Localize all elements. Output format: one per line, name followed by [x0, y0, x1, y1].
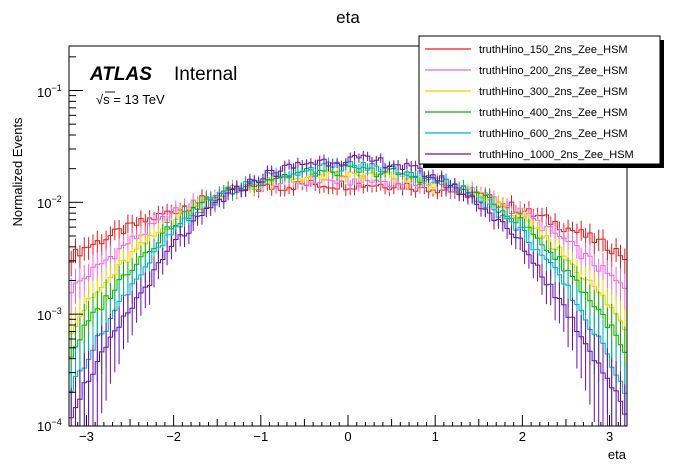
- series-line: [69, 180, 627, 263]
- legend-entry: truthHino_200_2ns_Zee_HSM: [479, 65, 628, 77]
- legend-entry: truthHino_300_2ns_Zee_HSM: [479, 86, 628, 98]
- y-tick-label: 10−4: [37, 417, 62, 434]
- legend-entry: truthHino_400_2ns_Zee_HSM: [479, 107, 628, 119]
- y-tick-label: 10−3: [37, 306, 62, 323]
- x-tick-label: −1: [253, 429, 268, 444]
- y-axis-ticks: [69, 56, 83, 427]
- legend-box: [418, 35, 661, 165]
- legend-entry: truthHino_1000_2ns_Zee_HSM: [479, 149, 634, 161]
- energy-label: √s = 13 TeV: [96, 92, 165, 107]
- legend-entry: truthHino_600_2ns_Zee_HSM: [479, 128, 628, 140]
- legend-entry: truthHino_150_2ns_Zee_HSM: [479, 44, 628, 56]
- x-tick-labels: −3 −2 −1 0 1 2 3: [79, 429, 613, 444]
- internal-label: Internal: [174, 64, 237, 85]
- x-axis-ticks: [68, 415, 628, 426]
- x-axis-title: eta: [608, 447, 627, 462]
- x-tick-label: 0: [344, 429, 351, 444]
- x-tick-label: 3: [606, 429, 613, 444]
- y-tick-label: 10−1: [37, 83, 62, 100]
- series-line: [69, 175, 627, 294]
- atlas-label: ATLAS: [89, 64, 152, 85]
- x-tick-label: 1: [432, 429, 439, 444]
- y-tick-label: 10−2: [37, 194, 62, 211]
- series-line: [69, 154, 627, 419]
- series-line: [69, 164, 627, 358]
- x-tick-label: −3: [79, 429, 94, 444]
- series-line: [69, 171, 627, 335]
- legend: truthHino_150_2ns_Zee_HSM truthHino_200_…: [418, 35, 664, 168]
- y-axis-title: Normalized Events: [10, 117, 25, 227]
- x-tick-label: −2: [166, 429, 181, 444]
- x-tick-label: 2: [519, 429, 526, 444]
- legend-items: truthHino_150_2ns_Zee_HSM truthHino_200_…: [425, 44, 634, 161]
- histogram-series-layer: [69, 150, 627, 426]
- y-tick-labels: 10−1 10−2 10−3 10−4: [37, 83, 62, 434]
- histogram-series: [69, 150, 627, 426]
- chart-title: eta: [336, 8, 360, 27]
